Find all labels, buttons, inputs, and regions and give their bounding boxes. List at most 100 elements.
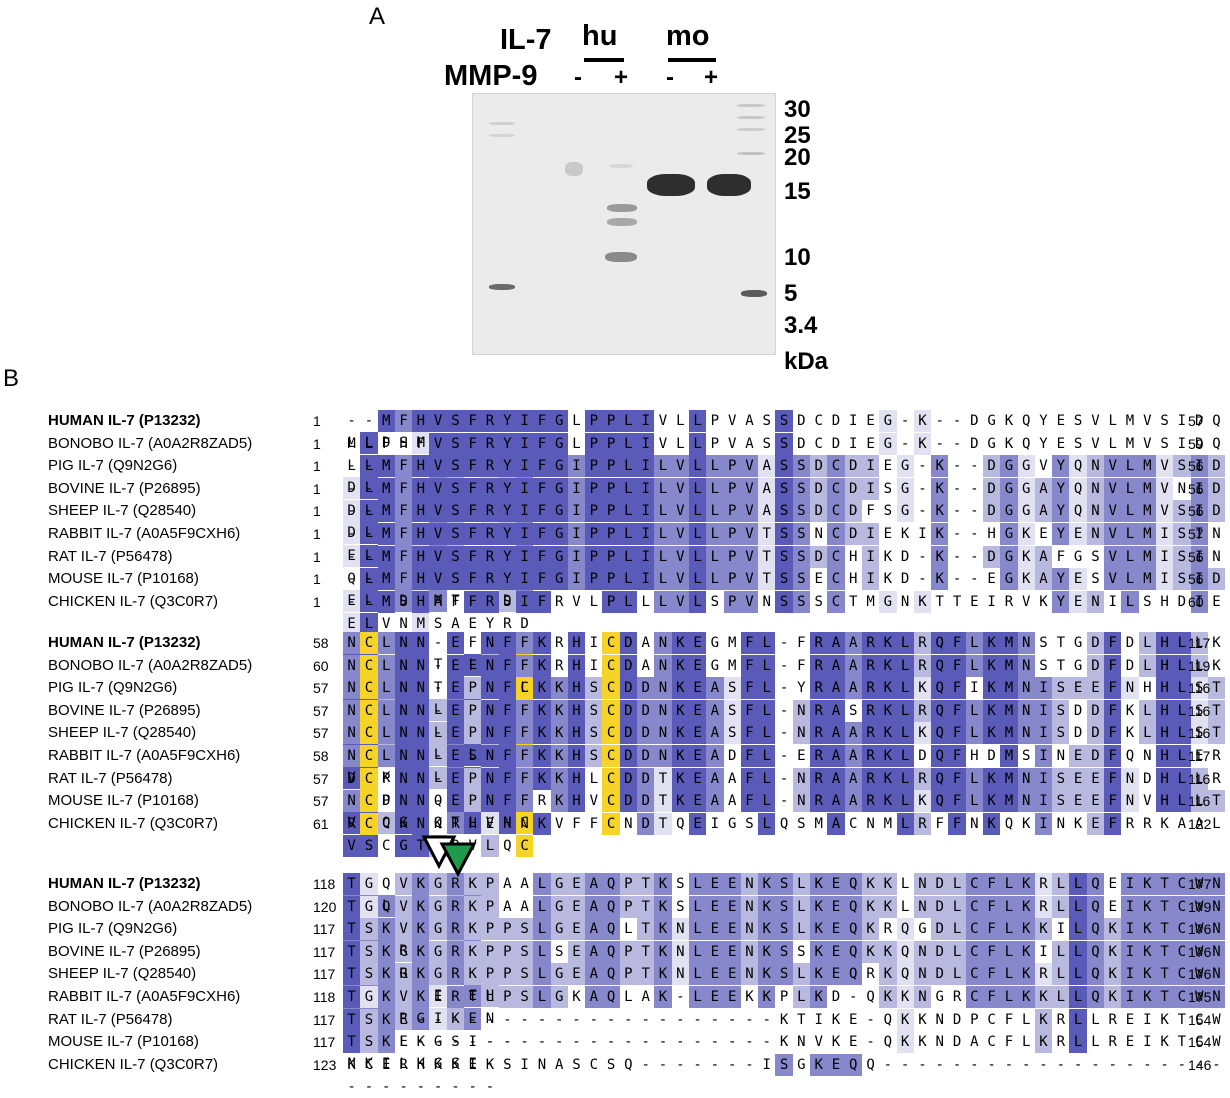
group-bar-hu xyxy=(584,58,624,62)
sequence-name: BONOBO IL-7 (A0A2R8ZAD5) xyxy=(48,656,253,674)
sequence-start-position: 118 xyxy=(313,876,336,892)
sequence-name: BONOBO IL-7 (A0A2R8ZAD5) xyxy=(48,434,253,452)
sequence-end-position: 116 xyxy=(1188,793,1211,810)
panel-a-label: A xyxy=(369,3,386,30)
ladder-band xyxy=(737,152,765,155)
alignment-row: RAT IL-7 (P56478) 1 - - M F H V S F R Y I F G I P P L I L V L L… xyxy=(48,545,1228,590)
sequence-end-position: 116 xyxy=(1188,725,1211,742)
sequence-start-position: 1 xyxy=(313,435,321,452)
group-label-hu: hu xyxy=(582,20,618,52)
sequence-end-position: 179 xyxy=(1188,898,1212,915)
alignment-row: RABBIT IL-7 (A0A5F9CXH6) 1 - - M F H V S F R Y I F G I P… xyxy=(48,523,1228,567)
marker-label: 25 xyxy=(784,122,811,149)
sequence-end-position: 59 xyxy=(1188,435,1204,452)
sequence-name: BOVINE IL-7 (P26895) xyxy=(48,942,201,960)
sequence-start-position: 57 xyxy=(313,725,329,742)
sequence-start-position: 117 xyxy=(313,966,336,983)
sequence-name: CHICKEN IL-7 (Q3C0R7) xyxy=(48,814,219,832)
sequence-start-position: 57 xyxy=(313,702,329,719)
sequence-name: PIG IL-7 (Q9N2G6) xyxy=(48,457,178,475)
sequence-name: BOVINE IL-7 (P26895) xyxy=(48,701,201,719)
sequence-start-position: 1 xyxy=(313,413,321,429)
ladder-band xyxy=(741,290,767,297)
ladder-band xyxy=(737,116,765,119)
sequence-end-position: 122 xyxy=(1188,815,1212,832)
band-hu-minus xyxy=(565,162,583,176)
sequence-end-position: 56 xyxy=(1188,571,1204,588)
sequence-start-position: 57 xyxy=(313,793,329,810)
alignment-row: CHICKEN IL-7 (Q3C0R7) 61 R C C K N K R H E H N K V F F C N… xyxy=(48,812,1228,857)
sequence-end-position: 119 xyxy=(1188,657,1211,674)
sequence-end-position: 146 xyxy=(1188,1056,1212,1073)
marker-label: 5 xyxy=(784,280,798,307)
alignment-row: BOVINE IL-7 (P26895) 117 T S K G K G R K P P S L S E A Q P… xyxy=(48,940,1228,985)
ladder-band xyxy=(489,122,515,125)
lane-sign-hu-minus: - xyxy=(574,64,582,91)
sequence-start-position: 1 xyxy=(313,480,321,497)
sequence-start-position: 117 xyxy=(313,943,336,960)
alignment-row: MOUSE IL-7 (P10168) 57 N C P N N - E P N F F R K H V C D D T… xyxy=(48,790,1228,835)
sequence-start-position: 117 xyxy=(313,1011,336,1028)
alignment-row: RABBIT IL-7 (A0A5F9CXH6) 58 N C L N N - E S N F F K K H… xyxy=(48,745,1228,789)
sequence-name: RABBIT IL-7 (A0A5F9CXH6) xyxy=(48,747,241,764)
sequence-start-position: 61 xyxy=(313,815,329,832)
sequence-name: RAT IL-7 (P56478) xyxy=(48,769,173,787)
sequence-end-position: 60 xyxy=(1188,593,1204,610)
group-label-mo: mo xyxy=(666,20,710,52)
sequence-name: PIG IL-7 (Q9N2G6) xyxy=(48,920,178,938)
sequence-start-position: 1 xyxy=(313,526,321,542)
sequence-end-position: 57 xyxy=(1188,413,1204,429)
sequence-name: SHEEP IL-7 (Q28540) xyxy=(48,502,197,520)
ladder-band xyxy=(489,134,515,137)
sequence-end-position: 57 xyxy=(1188,526,1204,542)
alignment-row: SHEEP IL-7 (Q28540) 1 - - M F H V S F R Y I F G I P P L I L V… xyxy=(48,500,1228,545)
ladder-band xyxy=(737,104,765,107)
alignment-row: BONOBO IL-7 (A0A2R8ZAD5) 1 M L F H F V S F R Y I F G L P… xyxy=(48,432,1228,477)
sequence-name: SHEEP IL-7 (Q28540) xyxy=(48,965,197,983)
band-mo-plus xyxy=(707,174,751,196)
alignment-row: HUMAN IL-7 (P13232) 118 T G Q V K G R K P A A L G E A Q P T… xyxy=(48,873,1228,917)
sequence-start-position: 1 xyxy=(313,593,321,610)
alignment-row: SHEEP IL-7 (Q28540) 57 N C L N N - E P N F F K K H S C D D N… xyxy=(48,722,1228,767)
ladder-band xyxy=(737,128,765,131)
lane-sign-hu-plus: + xyxy=(614,64,629,91)
sequence-start-position: 120 xyxy=(313,898,337,915)
sequence-start-position: 58 xyxy=(313,748,329,764)
sequence-end-position: 56 xyxy=(1188,548,1204,565)
sequence-start-position: 1 xyxy=(313,503,321,520)
sequence-start-position: 117 xyxy=(313,921,336,938)
sequence-start-position: 60 xyxy=(313,657,329,674)
sequence-end-position: 116 xyxy=(1188,680,1211,697)
lane-sign-mo-minus: - xyxy=(666,64,674,91)
alignment-row: BOVINE IL-7 (P26895) 57 N C L N N - E P N F F K K H S C D D… xyxy=(48,699,1228,744)
alignment-row: BONOBO IL-7 (A0A2R8ZAD5) 60 N C L N N - E F N F F K R H… xyxy=(48,654,1228,699)
sequence-end-position: 175 xyxy=(1188,989,1212,1005)
marker-label: 10 xyxy=(784,244,811,271)
sequence-name: SHEEP IL-7 (Q28540) xyxy=(48,724,197,742)
alignment-row: RABBIT IL-7 (A0A5F9CXH6) 118 T G K V K E R T L P S L G… xyxy=(48,986,1228,1030)
mmp9-label: MMP-9 xyxy=(444,60,538,92)
sequence-end-position: 176 xyxy=(1188,943,1212,960)
sequence-name: MOUSE IL-7 (P10168) xyxy=(48,792,199,810)
sequence-end-position: 176 xyxy=(1188,921,1212,938)
alignment-row: RAT IL-7 (P56478) 57 D C P N N - E P N F F K K H L C D D T K E… xyxy=(48,767,1228,812)
ladder-band xyxy=(489,284,515,290)
alignment-row: BOVINE IL-7 (P26895) 1 - - M F H V S F R Y I F G I P P L I L… xyxy=(48,477,1228,522)
sequence-end-position: 154 xyxy=(1188,1034,1212,1051)
sequence-end-position: 56 xyxy=(1188,503,1204,520)
sequence-end-position: 117 xyxy=(1188,635,1211,651)
